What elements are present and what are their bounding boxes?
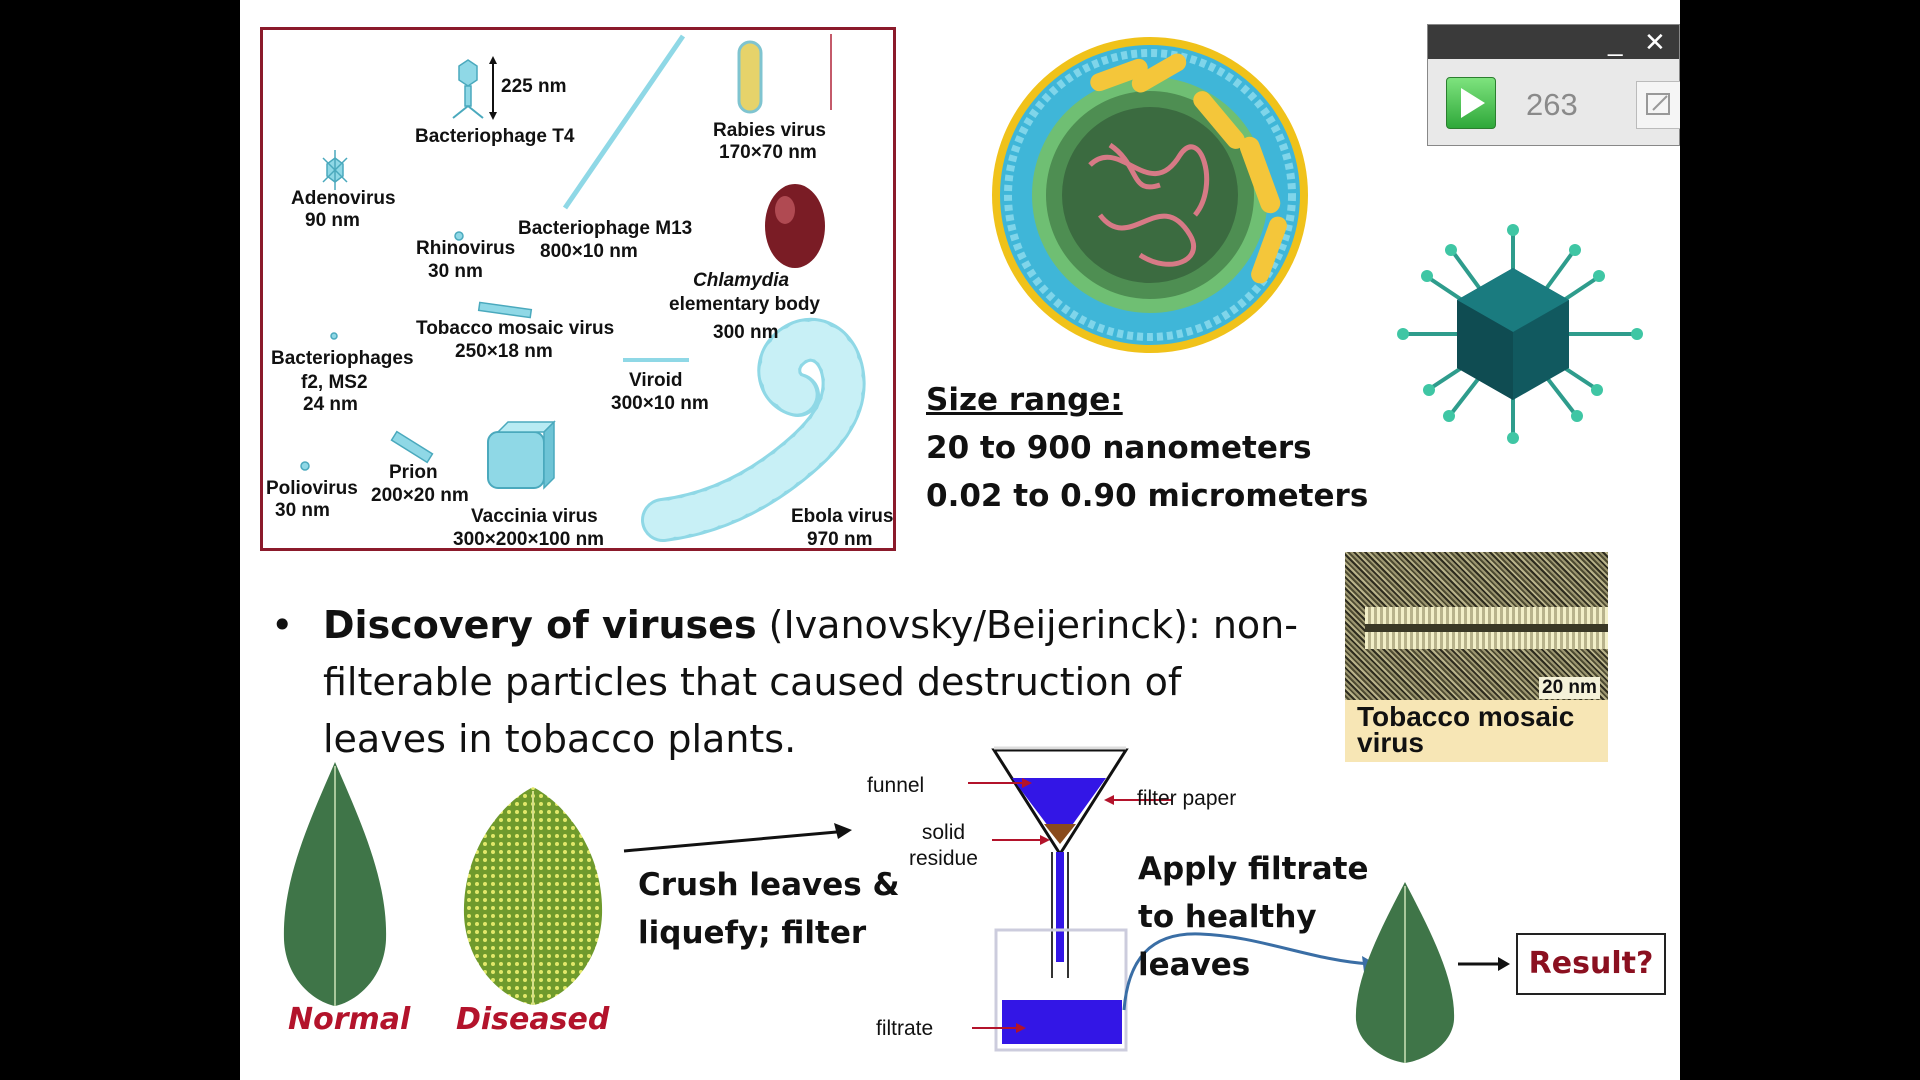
tmv-core [1365, 624, 1608, 632]
prion-shape [390, 430, 434, 464]
label-viroid-name: Viroid [629, 370, 683, 391]
virus-cross-section-illustration [992, 37, 1308, 353]
video-player-widget: _ ✕ 263 [1427, 24, 1680, 146]
m13-shape [562, 34, 686, 210]
micrograph-caption: Tobacco mosaic virus [1357, 701, 1575, 758]
micrograph-scale-bar: 20 nm [1539, 677, 1600, 699]
label-vaccinia-name: Vaccinia virus [471, 506, 598, 527]
label-phages-f2-line2: f2, MS2 [301, 372, 368, 393]
filtration-apparatus [968, 746, 1172, 1052]
label-vaccinia-size: 300×200×100 nm [453, 529, 605, 550]
label-chlamydia-name: elementary body [669, 294, 820, 315]
bullet-rest: (Ivanovsky/Beijerinck): non-filterable p… [323, 603, 1298, 761]
bacteriophage-t4-shape [452, 56, 497, 120]
expand-icon [1646, 93, 1670, 115]
player-titlebar: _ ✕ [1428, 25, 1679, 59]
rhinovirus-shape [454, 231, 464, 241]
crush-line-2: liquefy; filter [638, 915, 867, 951]
label-prion-name: Prion [389, 462, 438, 483]
chlamydia-shape [765, 184, 825, 268]
result-arrow [1458, 957, 1510, 971]
label-phages-f2-line1: Bacteriophages [271, 348, 414, 369]
label-adenovirus-name: Adenovirus [291, 188, 396, 209]
apply-line-3: leaves [1138, 947, 1251, 983]
diseased-leaf-label: Diseased [456, 1002, 610, 1037]
poliovirus-shape [300, 461, 310, 471]
label-poliovirus-name: Poliovirus [266, 478, 358, 499]
label-rabies-size: 170×70 nm [719, 142, 817, 163]
play-icon [1461, 88, 1485, 118]
label-phages-f2-size: 24 nm [303, 394, 358, 415]
crush-line-1: Crush leaves & [638, 867, 900, 903]
filter-paper-label: filter paper [1137, 787, 1237, 810]
apply-step-text: Apply filtrate to healthy leaves [1138, 845, 1368, 989]
label-rabies-name: Rabies virus [713, 120, 826, 141]
label-ebola-name: Ebola virus [791, 506, 894, 527]
slide: 225 nm Bacteriophage T4 Adenovirus 90 nm… [240, 0, 1680, 1080]
label-viroid-size: 300×10 nm [611, 393, 709, 414]
label-rhinovirus-size: 30 nm [428, 261, 483, 282]
label-tmv-name: Tobacco mosaic virus [416, 318, 615, 339]
micrograph-image: 20 nm [1345, 552, 1608, 700]
adenovirus-shape [322, 150, 348, 190]
close-button[interactable]: ✕ [1644, 27, 1666, 57]
virus-shapes [300, 34, 866, 542]
label-chlamydia-name-italic: Chlamydia [693, 270, 789, 292]
apply-line-2: to healthy [1138, 899, 1317, 935]
chlamydia-italic: Chlamydia [693, 270, 790, 291]
diseased-leaf-illustration [463, 787, 603, 1005]
size-range-nanometers: 20 to 900 nanometers [926, 430, 1312, 466]
funnel-label: funnel [867, 774, 925, 797]
label-m13-size: 800×10 nm [540, 241, 638, 262]
rabies-shape [737, 40, 763, 114]
bullet-bold: Discovery of viruses [323, 603, 757, 647]
label-t4-size: 225 nm [501, 76, 567, 97]
solid-residue-line-2: residue [909, 847, 978, 870]
label-adenovirus-size: 90 nm [305, 210, 360, 231]
bullet-dot: • [271, 603, 294, 647]
apply-line-1: Apply filtrate [1138, 851, 1369, 887]
crush-arrow [623, 823, 852, 853]
label-tmv-size: 250×18 nm [455, 341, 553, 362]
label-poliovirus-size: 30 nm [275, 500, 330, 521]
result-box: Result? [1516, 933, 1666, 995]
bullet-text: Discovery of viruses (Ivanovsky/Beijerin… [323, 597, 1303, 768]
size-range-block: Size range: 20 to 900 nanometers 0.02 to… [926, 376, 1368, 520]
tmv-shape [477, 301, 533, 319]
size-range-heading: Size range: [926, 382, 1123, 418]
crush-step-text: Crush leaves & liquefy; filter [638, 861, 900, 957]
label-t4-name: Bacteriophage T4 [415, 126, 575, 147]
label-chlamydia-size: 300 nm [713, 322, 779, 343]
size-range-micrometers: 0.02 to 0.90 micrometers [926, 478, 1369, 514]
tmv-micrograph: 20 nm Tobacco mosaic virus [1345, 552, 1608, 762]
vaccinia-shape [487, 420, 556, 490]
label-ebola-size: 970 nm [807, 529, 873, 550]
solid-residue-line-1: solid [921, 821, 966, 844]
phage-f2-shape [330, 332, 338, 340]
virus-size-figure: 225 nm Bacteriophage T4 Adenovirus 90 nm… [260, 27, 896, 551]
counter-display: 263 [1526, 87, 1578, 122]
minimize-button[interactable]: _ [1608, 27, 1623, 57]
normal-leaf-illustration [283, 762, 387, 1006]
adenovirus-illustration [1397, 224, 1643, 444]
filtrate-label: filtrate [876, 1017, 934, 1040]
label-prion-size: 200×20 nm [371, 485, 469, 506]
play-button[interactable] [1446, 77, 1496, 129]
micrograph-caption-box: Tobacco mosaic virus [1345, 700, 1608, 762]
healthy-leaf-illustration [1355, 882, 1455, 1063]
solid-residue-label: solid residue [909, 820, 978, 872]
label-rhinovirus-name: Rhinovirus [416, 238, 516, 259]
normal-leaf-label: Normal [288, 1002, 411, 1037]
expand-button[interactable] [1636, 81, 1680, 129]
label-m13-name: Bacteriophage M13 [518, 218, 693, 239]
